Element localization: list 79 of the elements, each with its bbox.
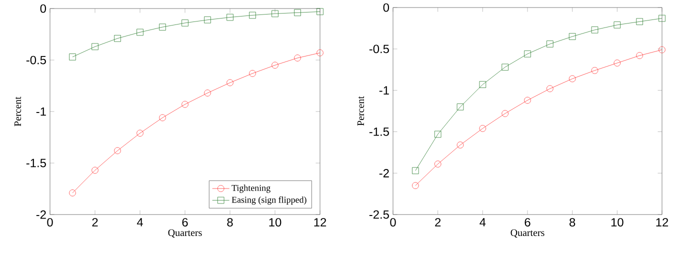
- point: [136, 29, 144, 36]
- point: [524, 50, 531, 58]
- point: [591, 26, 598, 34]
- point: [249, 12, 256, 19]
- point: [272, 10, 278, 18]
- point: [159, 24, 166, 31]
- point: [658, 46, 666, 54]
- point: [502, 110, 508, 118]
- y-tick-label: -1: [36, 108, 46, 116]
- y-tick-label: -2: [36, 210, 46, 219]
- point: [546, 86, 554, 92]
- y-tick-label: 0: [40, 4, 46, 13]
- point: [412, 167, 419, 174]
- y-axis-title: Percent: [357, 96, 364, 126]
- point: [568, 33, 576, 40]
- point: [204, 90, 211, 97]
- y-tick-label: -2: [379, 169, 389, 178]
- point: [182, 101, 188, 108]
- y-tick-label: -1.5: [26, 159, 46, 168]
- x-tick-label: 6: [524, 218, 530, 227]
- x-tick-label: 10: [269, 218, 282, 227]
- point: [114, 148, 121, 154]
- point: [92, 167, 98, 174]
- x-tick-label: 2: [435, 218, 441, 227]
- x-tick-label: 6: [182, 218, 188, 227]
- y-tick-label: -2.5: [369, 210, 389, 219]
- point: [502, 64, 508, 71]
- x-tick-label: 10: [611, 218, 624, 227]
- point: [316, 8, 324, 16]
- point: [614, 22, 621, 29]
- point: [204, 16, 211, 24]
- point: [69, 54, 76, 61]
- point: [249, 70, 256, 78]
- point: [92, 43, 98, 50]
- point: [456, 104, 464, 111]
- point: [182, 20, 188, 27]
- point: [479, 81, 486, 88]
- point: [636, 18, 643, 26]
- point: [456, 142, 464, 149]
- point: [226, 14, 234, 21]
- x-tick-label: 8: [227, 218, 233, 227]
- x-axis-title: Quarters: [510, 230, 544, 238]
- y-tick-label: -1.5: [369, 128, 389, 136]
- point: [614, 60, 621, 67]
- point: [136, 130, 144, 137]
- point: [226, 80, 234, 86]
- point: [316, 50, 324, 56]
- x-tick-label: 4: [136, 218, 143, 227]
- point: [636, 52, 643, 60]
- point: [591, 67, 598, 74]
- legend-label: Tightening: [232, 184, 270, 194]
- legend-label: Easing (sign flipped): [232, 196, 306, 205]
- point: [568, 76, 576, 82]
- point: [159, 114, 166, 122]
- point: [294, 9, 301, 16]
- point: [69, 190, 76, 197]
- point: [479, 125, 486, 132]
- x-tick-label: 2: [92, 218, 98, 227]
- x-tick-label: 4: [480, 218, 486, 227]
- point: [524, 97, 531, 104]
- y-axis-title: Percent: [14, 96, 22, 126]
- point: [658, 15, 666, 22]
- point: [434, 131, 442, 138]
- x-tick-label: 12: [656, 218, 668, 227]
- y-tick-label: -1: [379, 86, 389, 95]
- y-tick-label: -0.5: [26, 56, 46, 64]
- point: [546, 40, 554, 48]
- point: [412, 182, 419, 190]
- point: [294, 54, 301, 62]
- point: [434, 160, 442, 168]
- x-tick-label: 0: [47, 218, 53, 227]
- point: [114, 35, 121, 42]
- x-axis-title: Quarters: [168, 230, 202, 238]
- x-tick-label: 0: [390, 218, 396, 227]
- y-tick-label: -0.5: [369, 44, 389, 54]
- point: [272, 62, 278, 69]
- y-tick-label: 0: [383, 4, 390, 12]
- x-tick-label: 12: [314, 218, 326, 227]
- x-tick-label: 8: [570, 218, 576, 227]
